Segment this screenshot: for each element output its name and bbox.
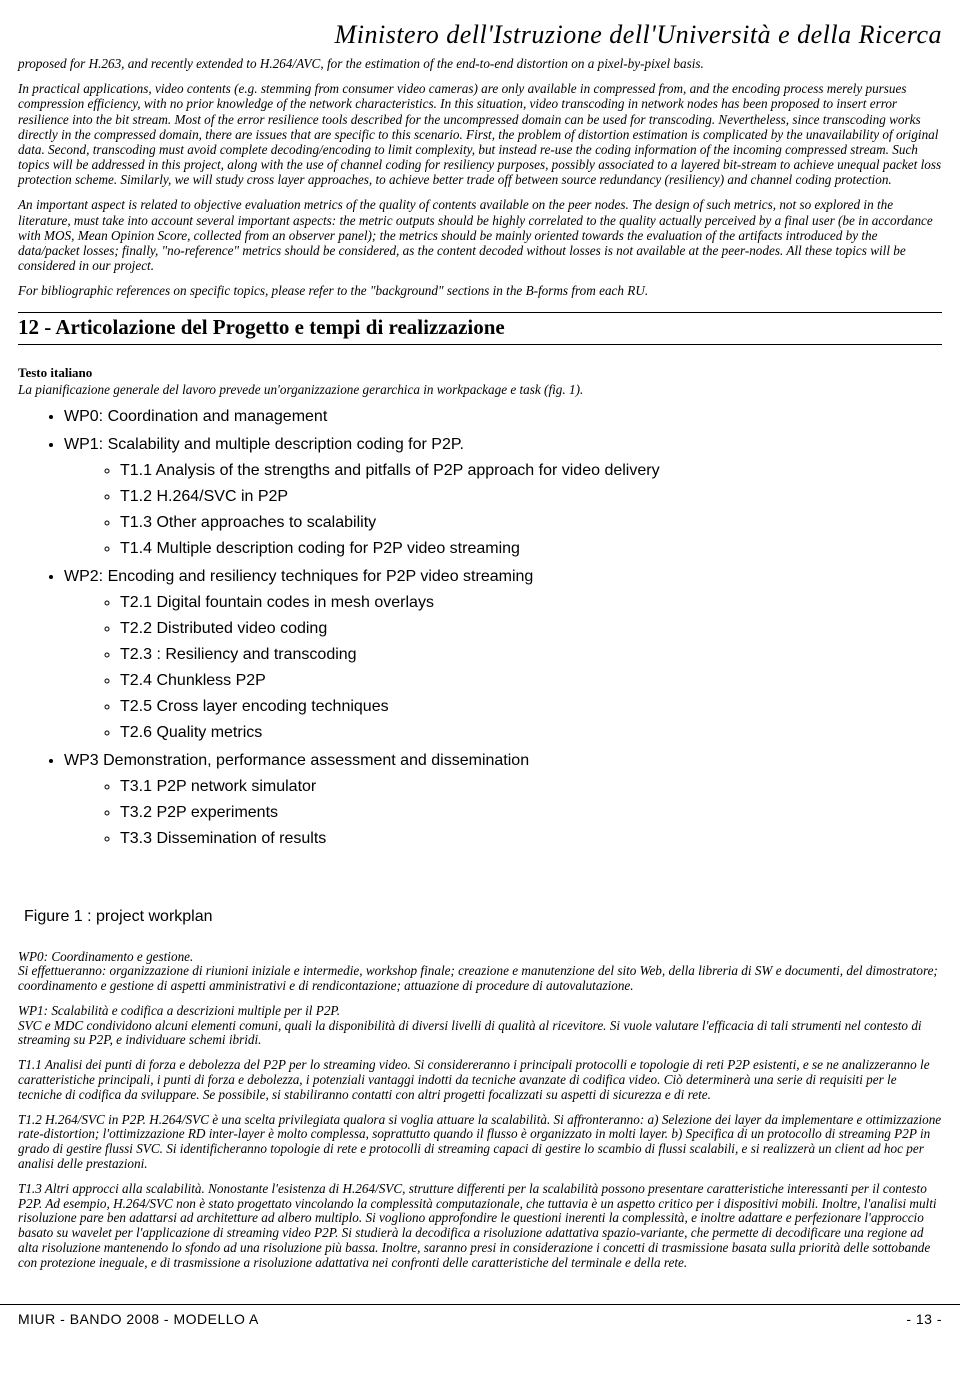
wp1-label: WP1: Scalability and multiple descriptio… bbox=[64, 436, 464, 453]
wp1-item: WP1: Scalability and multiple descriptio… bbox=[64, 436, 942, 558]
section-rule-bottom bbox=[18, 344, 942, 345]
figure-1-caption: Figure 1 : project workplan bbox=[24, 908, 942, 926]
wp1-description: WP1: Scalabilità e codifica a descrizion… bbox=[18, 1004, 942, 1048]
wp2-t22: T2.2 Distributed video coding bbox=[120, 620, 942, 638]
wp2-label: WP2: Encoding and resiliency techniques … bbox=[64, 568, 533, 585]
wp3-label: WP3 Demonstration, performance assessmen… bbox=[64, 752, 529, 769]
wp2-item: WP2: Encoding and resiliency techniques … bbox=[64, 568, 942, 742]
wp1-t12: T1.2 H.264/SVC in P2P bbox=[120, 488, 942, 506]
wp1-t11: T1.1 Analysis of the strengths and pitfa… bbox=[120, 462, 942, 480]
wp3-t31: T3.1 P2P network simulator bbox=[120, 778, 942, 796]
wp1-t14: T1.4 Multiple description coding for P2P… bbox=[120, 540, 942, 558]
paragraph-3: An important aspect is related to object… bbox=[18, 197, 942, 273]
ministry-header: Ministero dell'Istruzione dell'Universit… bbox=[18, 20, 942, 50]
wp0-description: WP0: Coordinamento e gestione.Si effettu… bbox=[18, 950, 942, 994]
wp3-t32: T3.2 P2P experiments bbox=[120, 804, 942, 822]
paragraph-1: proposed for H.263, and recently extende… bbox=[18, 56, 942, 71]
page-footer: MIUR - BANDO 2008 - MODELLO A - 13 - bbox=[0, 1304, 960, 1337]
section-12-heading: 12 - Articolazione del Progetto e tempi … bbox=[18, 315, 942, 340]
t11-description: T1.1 Analisi dei punti di forza e debole… bbox=[18, 1058, 942, 1102]
wp2-t23: T2.3 : Resiliency and transcoding bbox=[120, 646, 942, 664]
t12-description: T1.2 H.264/SVC in P2P. H.264/SVC è una s… bbox=[18, 1113, 942, 1172]
wp2-t21: T2.1 Digital fountain codes in mesh over… bbox=[120, 594, 942, 612]
paragraph-4: For bibliographic references on specific… bbox=[18, 283, 942, 298]
paragraph-2: In practical applications, video content… bbox=[18, 81, 942, 187]
wp2-t24: T2.4 Chunkless P2P bbox=[120, 672, 942, 690]
workplan-figure: WP0: Coordination and management WP1: Sc… bbox=[18, 408, 942, 848]
section-rule-top bbox=[18, 312, 942, 313]
wp0-item: WP0: Coordination and management bbox=[64, 408, 942, 426]
wp3-t33: T3.3 Dissemination of results bbox=[120, 830, 942, 848]
footer-left: MIUR - BANDO 2008 - MODELLO A bbox=[18, 1311, 259, 1327]
wp3-item: WP3 Demonstration, performance assessmen… bbox=[64, 752, 942, 848]
wp2-t26: T2.6 Quality metrics bbox=[120, 724, 942, 742]
t13-description: T1.3 Altri approcci alla scalabilità. No… bbox=[18, 1182, 942, 1271]
footer-right: - 13 - bbox=[906, 1311, 942, 1327]
workplan-intro: La pianificazione generale del lavoro pr… bbox=[18, 382, 942, 397]
wp1-t13: T1.3 Other approaches to scalability bbox=[120, 514, 942, 532]
wp2-t25: T2.5 Cross layer encoding techniques bbox=[120, 698, 942, 716]
testo-italiano-label: Testo italiano bbox=[18, 365, 942, 381]
